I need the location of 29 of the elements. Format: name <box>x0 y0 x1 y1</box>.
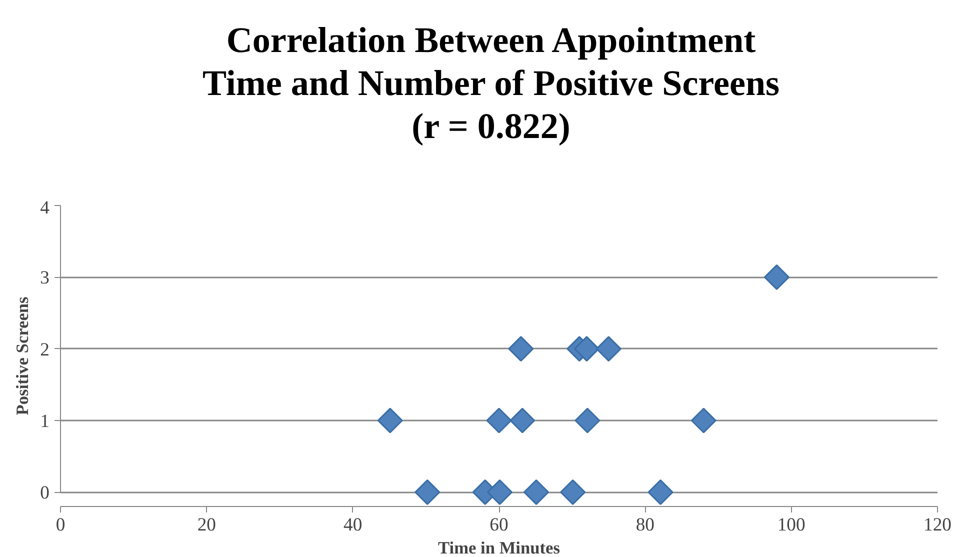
x-tick-label: 100 <box>777 514 806 536</box>
point <box>524 479 550 505</box>
y-tick-label: 1 <box>40 411 50 432</box>
y-axis-title: Positive Screens <box>13 296 32 416</box>
point <box>377 408 403 434</box>
x-tick-label: 60 <box>490 514 508 536</box>
x-tick-label: 20 <box>197 514 216 536</box>
point <box>596 336 622 362</box>
point <box>648 479 674 505</box>
point <box>574 336 600 362</box>
point <box>574 408 600 434</box>
point <box>414 479 440 505</box>
chart-title: Correlation Between Appointment Time and Number of Positive Screens (r = 0.822) <box>202 19 780 148</box>
x-tick-label: 80 <box>636 514 654 536</box>
point <box>510 408 536 434</box>
point <box>764 264 790 290</box>
x-tick-label: 40 <box>344 514 362 536</box>
point <box>690 408 716 434</box>
point <box>486 479 512 505</box>
point <box>560 479 586 505</box>
x-tick-label: 0 <box>56 514 66 536</box>
x-axis-title: Time in Minutes <box>438 538 560 557</box>
y-tick-label: 3 <box>40 268 50 289</box>
y-tick-label: 0 <box>40 482 50 504</box>
y-tick-label: 2 <box>40 339 50 360</box>
point <box>486 408 512 434</box>
point <box>508 336 534 362</box>
x-tick-label: 120 <box>924 514 952 536</box>
y-tick-label: 4 <box>40 198 50 218</box>
